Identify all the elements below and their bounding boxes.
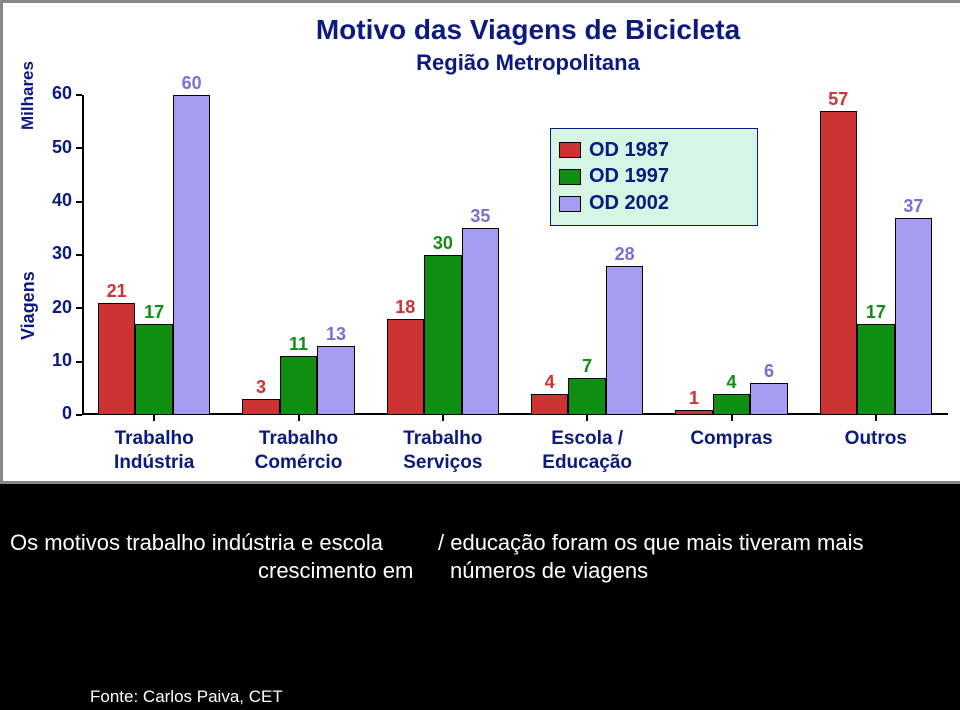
caption-line-2b: números de viagens [450, 558, 648, 584]
y-axis [82, 95, 84, 415]
bar [280, 356, 318, 415]
bar-value-label: 4 [726, 372, 736, 393]
bar-value-label: 4 [545, 372, 555, 393]
bar [713, 394, 751, 415]
bar-value-label: 21 [107, 281, 127, 302]
bar [242, 399, 280, 415]
bar-value-label: 37 [903, 196, 923, 217]
category-label: Trabalho Indústria [82, 427, 226, 475]
bar [317, 346, 355, 415]
bar-value-label: 17 [866, 302, 886, 323]
legend-swatch [559, 196, 581, 212]
bar-value-label: 6 [764, 361, 774, 382]
y-axis-title-viagens: Viagens [18, 271, 39, 340]
y-tick-label: 50 [42, 137, 72, 158]
y-tick-label: 60 [42, 83, 72, 104]
legend-item: OD 1987 [559, 139, 749, 162]
bar-value-label: 7 [582, 356, 592, 377]
bar [750, 383, 788, 415]
category-label: Trabalho Serviços [371, 427, 515, 475]
y-tick-label: 10 [42, 350, 72, 371]
bar-value-label: 3 [256, 377, 266, 398]
x-tick [586, 415, 588, 421]
bar [531, 394, 569, 415]
legend-label: OD 1997 [589, 165, 669, 188]
legend-item: OD 1997 [559, 165, 749, 188]
bar-value-label: 13 [326, 324, 346, 345]
legend-label: OD 1987 [589, 139, 669, 162]
y-tick-label: 20 [42, 297, 72, 318]
bar [857, 324, 895, 415]
y-tick-label: 40 [42, 190, 72, 211]
category-label: Compras [659, 427, 803, 451]
legend: OD 1987 OD 1997 OD 2002 [550, 128, 758, 226]
bar [895, 218, 933, 415]
y-tick [76, 307, 82, 309]
bar-value-label: 35 [470, 206, 490, 227]
category-label: Escola / Educação [515, 427, 659, 475]
y-tick [76, 201, 82, 203]
bar [675, 410, 713, 415]
x-tick [875, 415, 877, 421]
bar [135, 324, 173, 415]
bar [98, 303, 136, 415]
bar [820, 111, 858, 415]
bar [568, 378, 606, 415]
bar-value-label: 1 [689, 388, 699, 409]
plot-area: 0102030405060Trabalho Indústria211760Tra… [82, 95, 948, 415]
bar-value-label: 17 [144, 302, 164, 323]
y-tick-label: 0 [42, 403, 72, 424]
chart-subtitle: Região Metropolitana [348, 50, 708, 76]
y-tick-label: 30 [42, 243, 72, 264]
bar [606, 266, 644, 415]
bar-value-label: 60 [182, 73, 202, 94]
x-axis [82, 413, 948, 415]
source-text: Fonte: Carlos Paiva, CET [90, 687, 283, 707]
legend-swatch [559, 142, 581, 158]
legend-label: OD 2002 [589, 192, 669, 215]
bar [462, 228, 500, 415]
caption-line-1b: / educação foram os que mais tiveram mai… [438, 530, 864, 556]
bar-value-label: 11 [289, 334, 308, 355]
y-tick [76, 254, 82, 256]
y-tick [76, 361, 82, 363]
legend-item: OD 2002 [559, 192, 749, 215]
bar [387, 319, 425, 415]
chart-title: Motivo das Viagens de Bicicleta [238, 14, 818, 46]
category-label: Outros [804, 427, 948, 451]
caption-line-2a: crescimento em [258, 558, 413, 584]
x-tick [298, 415, 300, 421]
bar-value-label: 30 [433, 233, 453, 254]
x-tick [442, 415, 444, 421]
bar-value-label: 57 [828, 89, 848, 110]
caption-line-1a: Os motivos trabalho indústria e escola [10, 530, 383, 556]
bar [424, 255, 462, 415]
y-axis-title-milhares: Milhares [18, 61, 38, 130]
bar-value-label: 18 [395, 297, 415, 318]
y-tick [76, 414, 82, 416]
bar-value-label: 28 [615, 244, 635, 265]
category-label: Trabalho Comércio [226, 427, 370, 475]
legend-swatch [559, 169, 581, 185]
y-tick [76, 147, 82, 149]
bar [173, 95, 211, 415]
x-tick [153, 415, 155, 421]
y-tick [76, 94, 82, 96]
x-tick [731, 415, 733, 421]
